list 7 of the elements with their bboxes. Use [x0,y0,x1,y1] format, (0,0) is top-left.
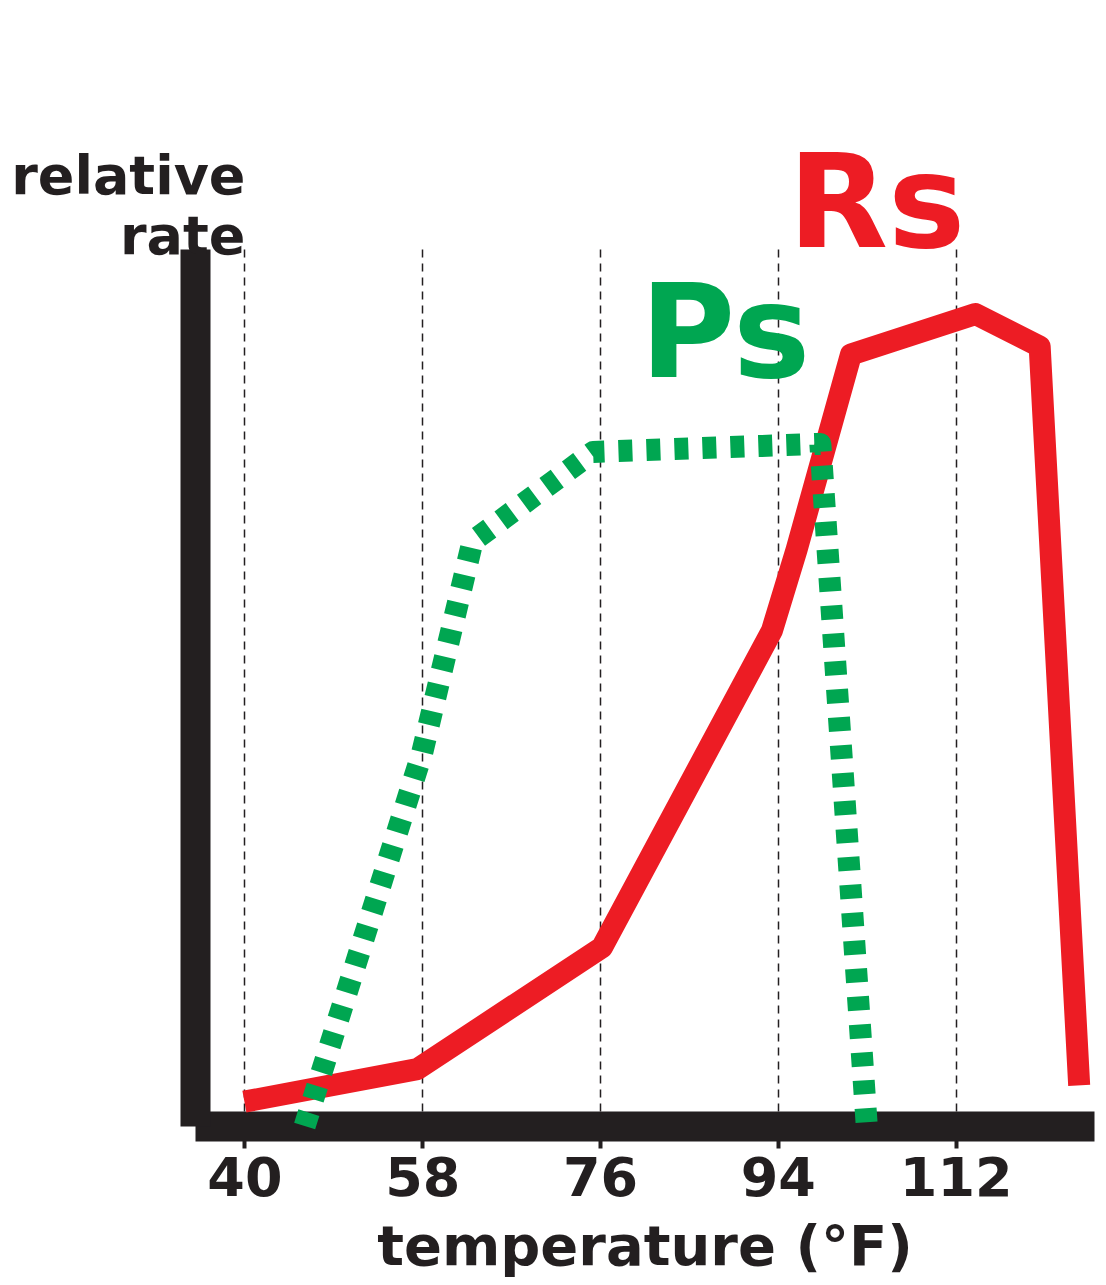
x-tick-label: 94 [740,1145,816,1209]
y-axis-title: relative rate [11,143,246,267]
x-tick-label: 112 [899,1145,1013,1209]
x-tick-label: 58 [385,1145,461,1209]
x-tick-label: 76 [562,1145,639,1209]
x-tick-label: 40 [207,1145,283,1209]
x-axis-title: temperature (°F) [377,1212,913,1278]
